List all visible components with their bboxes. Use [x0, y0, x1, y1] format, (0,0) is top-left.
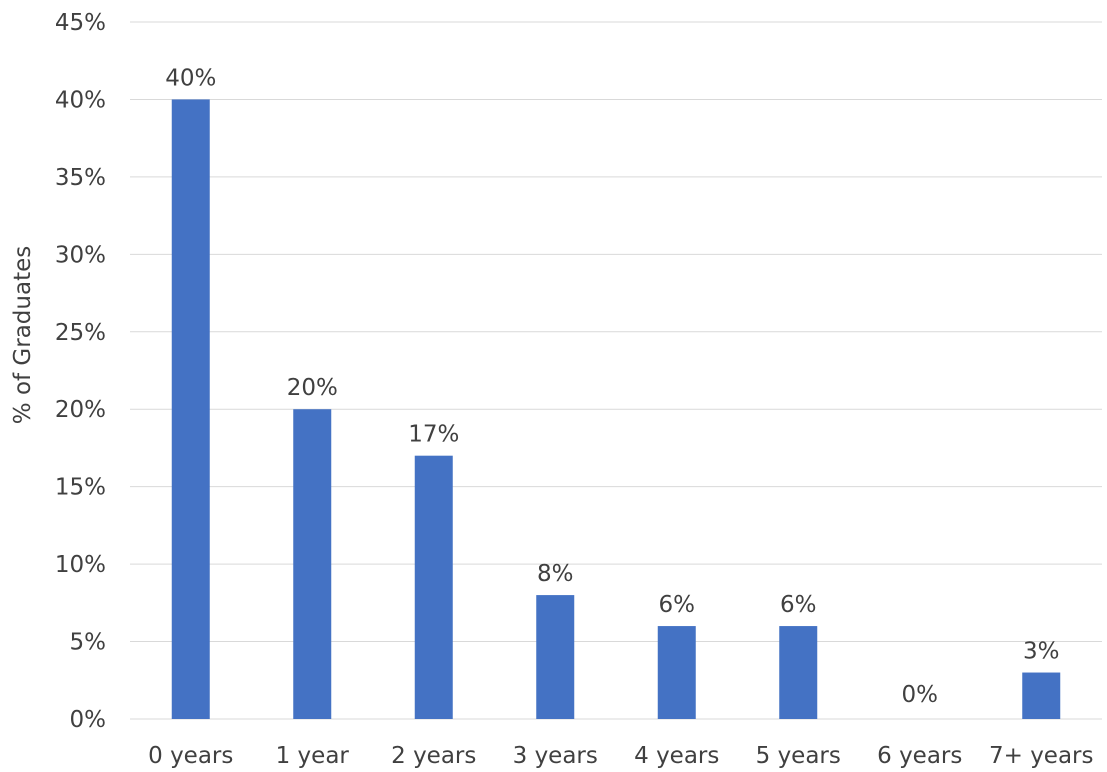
data-label: 17% — [408, 422, 459, 448]
data-label: 3% — [1023, 639, 1060, 665]
data-label: 40% — [165, 65, 216, 91]
data-label: 6% — [780, 592, 817, 618]
x-category-label: 6 years — [877, 743, 962, 769]
bar — [293, 409, 331, 719]
bar — [536, 595, 574, 719]
bar — [172, 99, 210, 719]
x-axis-categories: 0 years 1 year 2 years 3 years 4 years 5 year… — [148, 743, 1093, 769]
y-tick-label: 25% — [55, 320, 106, 346]
bar — [415, 456, 453, 719]
x-category-label: 3 years — [513, 743, 598, 769]
x-category-label: 1 year — [276, 743, 350, 769]
x-category-label: 0 years — [148, 743, 233, 769]
bar — [658, 626, 696, 719]
y-tick-label: 40% — [55, 87, 106, 113]
data-label: 0% — [902, 682, 939, 708]
y-axis-ticks: 0% 5% 10% 15% 20% 25% 30% 35% 40% 45% — [55, 10, 106, 733]
y-tick-label: 5% — [70, 630, 107, 656]
y-tick-label: 30% — [55, 242, 106, 268]
y-tick-label: 15% — [55, 475, 106, 501]
y-tick-label: 35% — [55, 165, 106, 191]
y-tick-label: 45% — [55, 10, 106, 36]
bar — [779, 626, 817, 719]
y-tick-label: 20% — [55, 397, 106, 423]
data-label: 20% — [287, 375, 338, 401]
y-axis-title: % of Graduates — [10, 246, 36, 424]
gridlines — [130, 22, 1102, 719]
y-tick-label: 10% — [55, 552, 106, 578]
x-category-label: 2 years — [391, 743, 476, 769]
bar — [1022, 673, 1060, 719]
x-category-label: 7+ years — [989, 743, 1094, 769]
y-tick-label: 0% — [70, 707, 107, 733]
x-category-label: 5 years — [756, 743, 841, 769]
data-label: 6% — [659, 592, 696, 618]
data-label: 8% — [537, 561, 574, 587]
x-category-label: 4 years — [634, 743, 719, 769]
